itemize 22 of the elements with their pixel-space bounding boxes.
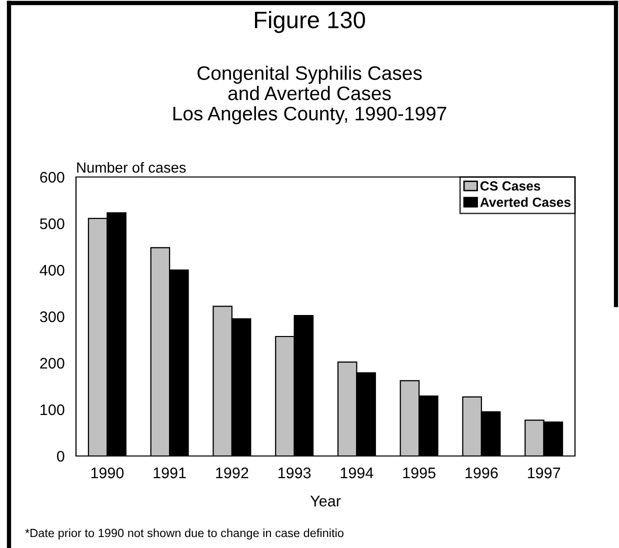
x-axis-title: Year <box>310 496 341 506</box>
y-tick-label: 0 <box>56 450 64 462</box>
x-tick-label: 1995 <box>403 468 436 478</box>
y-axis-title: Number of cases <box>77 162 186 173</box>
x-tick-label: 1997 <box>528 468 560 478</box>
y-tick-label: 200 <box>40 358 64 369</box>
legend-label: CS Cases <box>480 181 540 191</box>
x-tick-label: 1993 <box>278 468 311 478</box>
y-tick-label: 100 <box>40 404 64 416</box>
x-tick-label: 1992 <box>216 468 248 478</box>
y-tick-label: 400 <box>40 264 64 276</box>
y-tick-label: 600 <box>40 172 64 183</box>
x-tick-label: 1991 <box>154 468 186 478</box>
x-tick-label: 1990 <box>91 468 124 478</box>
x-tick-label: 1996 <box>466 468 498 478</box>
x-tick-label: 1994 <box>340 468 374 478</box>
legend-label: Averted Cases <box>480 197 571 207</box>
y-tick-label: 300 <box>40 311 64 322</box>
text: *Date prior to 1990 not shown due to change in case definitio <box>25 528 344 540</box>
y-tick-label: 500 <box>40 218 64 230</box>
chart-title: Figure 130 <box>255 10 366 34</box>
chart-subtitle: Congenital Syphilis Cases and Averted Cases Los Angeles County, 1990-1997 <box>173 66 446 124</box>
